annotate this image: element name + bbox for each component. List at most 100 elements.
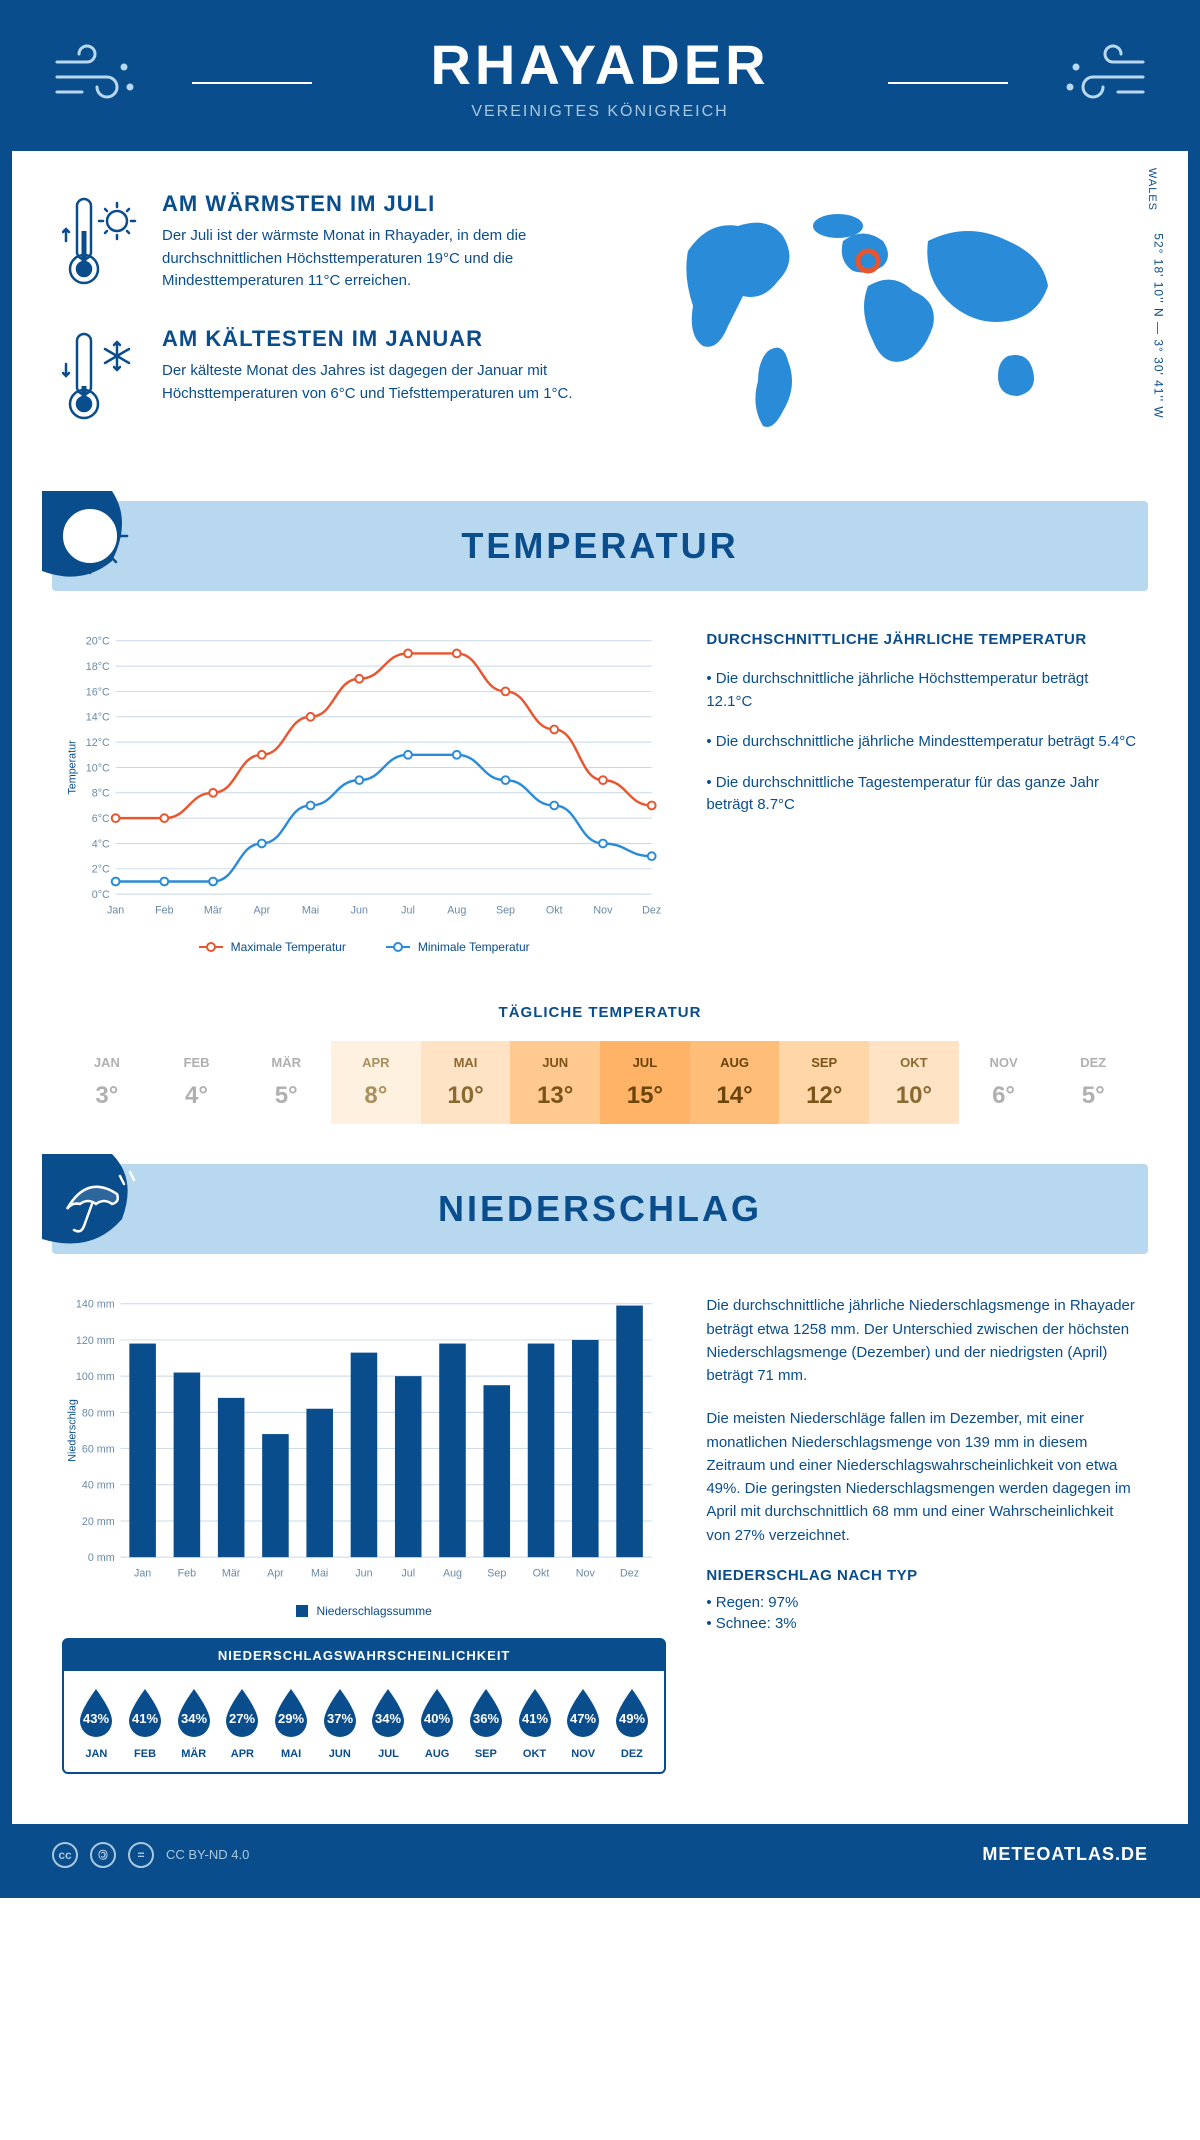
svg-text:4°C: 4°C xyxy=(92,838,110,850)
daily-month-label: FEB xyxy=(152,1055,242,1070)
page-container: RHAYADER VEREINIGTES KÖNIGREICH AM WÄRMS… xyxy=(0,0,1200,1898)
droplet-icon: 27% xyxy=(220,1685,264,1737)
svg-text:Nov: Nov xyxy=(576,1568,596,1580)
droplet-icon: 29% xyxy=(269,1685,313,1737)
svg-text:Sep: Sep xyxy=(487,1568,506,1580)
prob-month-label: DEZ xyxy=(608,1748,657,1760)
svg-text:Jul: Jul xyxy=(401,1568,415,1580)
droplet-icon: 47% xyxy=(561,1685,605,1737)
precip-legend: Niederschlagssumme xyxy=(62,1604,666,1618)
prob-cell: 34%JUL xyxy=(364,1685,413,1760)
by-icon: 🄯 xyxy=(90,1842,116,1868)
svg-text:8°C: 8°C xyxy=(92,788,110,800)
daily-temp-cell: MÄR5° xyxy=(241,1041,331,1124)
daily-month-label: OKT xyxy=(869,1055,959,1070)
prob-month-label: APR xyxy=(218,1748,267,1760)
temperature-section-banner: TEMPERATUR xyxy=(52,501,1148,591)
world-map-block: WALES 52° 18' 10'' N — 3° 30' 41'' W xyxy=(658,191,1138,461)
daily-month-label: NOV xyxy=(959,1055,1049,1070)
daily-temp-cell: JUL15° xyxy=(600,1041,690,1124)
droplet-icon: 34% xyxy=(172,1685,216,1737)
prob-cell: 41% OKT xyxy=(510,1685,559,1760)
svg-text:47%: 47% xyxy=(570,1711,596,1726)
prob-month-label: AUG xyxy=(413,1748,462,1760)
thermometer-sun-icon xyxy=(62,191,142,296)
svg-text:10°C: 10°C xyxy=(86,762,110,774)
decorative-line xyxy=(888,82,1008,84)
daily-temp-value: 13° xyxy=(510,1082,600,1110)
daily-temp-value: 12° xyxy=(779,1082,869,1110)
precipitation-row: 0 mm20 mm40 mm60 mm80 mm100 mm120 mm140 … xyxy=(12,1284,1188,1793)
svg-text:29%: 29% xyxy=(278,1711,304,1726)
cc-icon: cc xyxy=(52,1842,78,1868)
svg-text:20°C: 20°C xyxy=(86,636,110,648)
droplet-icon: 49% xyxy=(610,1685,654,1737)
coldest-block: AM KÄLTESTEN IM JANUAR Der kälteste Mona… xyxy=(62,326,618,431)
svg-text:43%: 43% xyxy=(83,1711,109,1726)
svg-text:18°C: 18°C xyxy=(86,661,110,673)
coldest-text: Der kälteste Monat des Jahres ist dagege… xyxy=(162,360,618,405)
warmest-title: AM WÄRMSTEN IM JULI xyxy=(162,191,618,217)
svg-text:Apr: Apr xyxy=(267,1568,284,1580)
daily-temp-cell: DEZ5° xyxy=(1048,1041,1138,1124)
legend-min-label: Minimale Temperatur xyxy=(418,940,530,954)
daily-temp-cell: JUN13° xyxy=(510,1041,600,1124)
prob-title: NIEDERSCHLAGSWAHRSCHEINLICHKEIT xyxy=(64,1640,664,1671)
svg-text:16°C: 16°C xyxy=(86,686,110,698)
svg-text:Feb: Feb xyxy=(178,1568,197,1580)
droplet-icon: 37% xyxy=(318,1685,362,1737)
precipitation-section-banner: NIEDERSCHLAG xyxy=(52,1164,1148,1254)
prob-cell: 34%MÄR xyxy=(169,1685,218,1760)
precipitation-probability-box: NIEDERSCHLAGSWAHRSCHEINLICHKEIT 43%JAN41… xyxy=(62,1638,666,1774)
svg-text:Okt: Okt xyxy=(546,905,563,917)
svg-text:2°C: 2°C xyxy=(92,864,110,876)
precipitation-bar-chart: 0 mm20 mm40 mm60 mm80 mm100 mm120 mm140 … xyxy=(62,1294,666,1773)
world-map-icon xyxy=(658,191,1098,441)
precip-legend-label: Niederschlagssumme xyxy=(316,1604,431,1618)
legend-max-label: Maximale Temperatur xyxy=(231,940,346,954)
svg-text:Feb: Feb xyxy=(155,905,174,917)
footer-brand: METEOATLAS.DE xyxy=(982,1844,1148,1865)
svg-text:37%: 37% xyxy=(327,1711,353,1726)
legend-max: Maximale Temperatur xyxy=(199,940,346,954)
temperature-row: 0°C2°C4°C6°C8°C10°C12°C14°C16°C18°C20°CJ… xyxy=(12,621,1188,974)
svg-text:120 mm: 120 mm xyxy=(76,1335,115,1347)
prob-cell: 43%JAN xyxy=(72,1685,121,1760)
daily-temp-value: 10° xyxy=(869,1082,959,1110)
daily-temp-cell: JAN3° xyxy=(62,1041,152,1124)
temp-info-item: • Die durchschnittliche jährliche Mindes… xyxy=(706,731,1138,754)
daily-temp-cell: MAI10° xyxy=(421,1041,511,1124)
footer: cc 🄯 = CC BY-ND 4.0 METEOATLAS.DE xyxy=(12,1824,1188,1886)
svg-text:Mär: Mär xyxy=(204,905,223,917)
droplet-icon: 43% xyxy=(74,1685,118,1737)
droplet-icon: 40% xyxy=(415,1685,459,1737)
svg-text:Dez: Dez xyxy=(642,905,661,917)
header: RHAYADER VEREINIGTES KÖNIGREICH xyxy=(12,12,1188,151)
precip-para-1: Die durchschnittliche jährliche Niedersc… xyxy=(706,1294,1138,1387)
coordinates-label: 52° 18' 10'' N — 3° 30' 41'' W xyxy=(1151,233,1165,418)
svg-text:Mai: Mai xyxy=(311,1568,328,1580)
daily-month-label: MÄR xyxy=(241,1055,331,1070)
svg-text:Mai: Mai xyxy=(302,905,319,917)
svg-text:80 mm: 80 mm xyxy=(82,1408,115,1420)
svg-text:Temperatur: Temperatur xyxy=(67,740,79,795)
daily-month-label: AUG xyxy=(690,1055,780,1070)
svg-text:Apr: Apr xyxy=(253,905,270,917)
svg-text:41%: 41% xyxy=(522,1711,548,1726)
svg-text:Aug: Aug xyxy=(443,1568,462,1580)
precip-type-title: NIEDERSCHLAG NACH TYP xyxy=(706,1567,1138,1584)
daily-temp-cell: NOV6° xyxy=(959,1041,1049,1124)
svg-text:40%: 40% xyxy=(424,1711,450,1726)
wind-icon xyxy=(52,42,142,117)
prob-month-label: SEP xyxy=(462,1748,511,1760)
prob-cell: 41%FEB xyxy=(121,1685,170,1760)
prob-month-label: JUL xyxy=(364,1748,413,1760)
daily-temp-value: 5° xyxy=(1048,1082,1138,1110)
svg-text:140 mm: 140 mm xyxy=(76,1299,115,1311)
svg-text:27%: 27% xyxy=(229,1711,255,1726)
prob-cell: 37%JUN xyxy=(315,1685,364,1760)
prob-month-label: OKT xyxy=(510,1748,559,1760)
page-title: RHAYADER xyxy=(52,32,1148,97)
thermometer-snow-icon xyxy=(62,326,142,431)
temperature-info: DURCHSCHNITTLICHE JÄHRLICHE TEMPERATUR •… xyxy=(706,631,1138,954)
